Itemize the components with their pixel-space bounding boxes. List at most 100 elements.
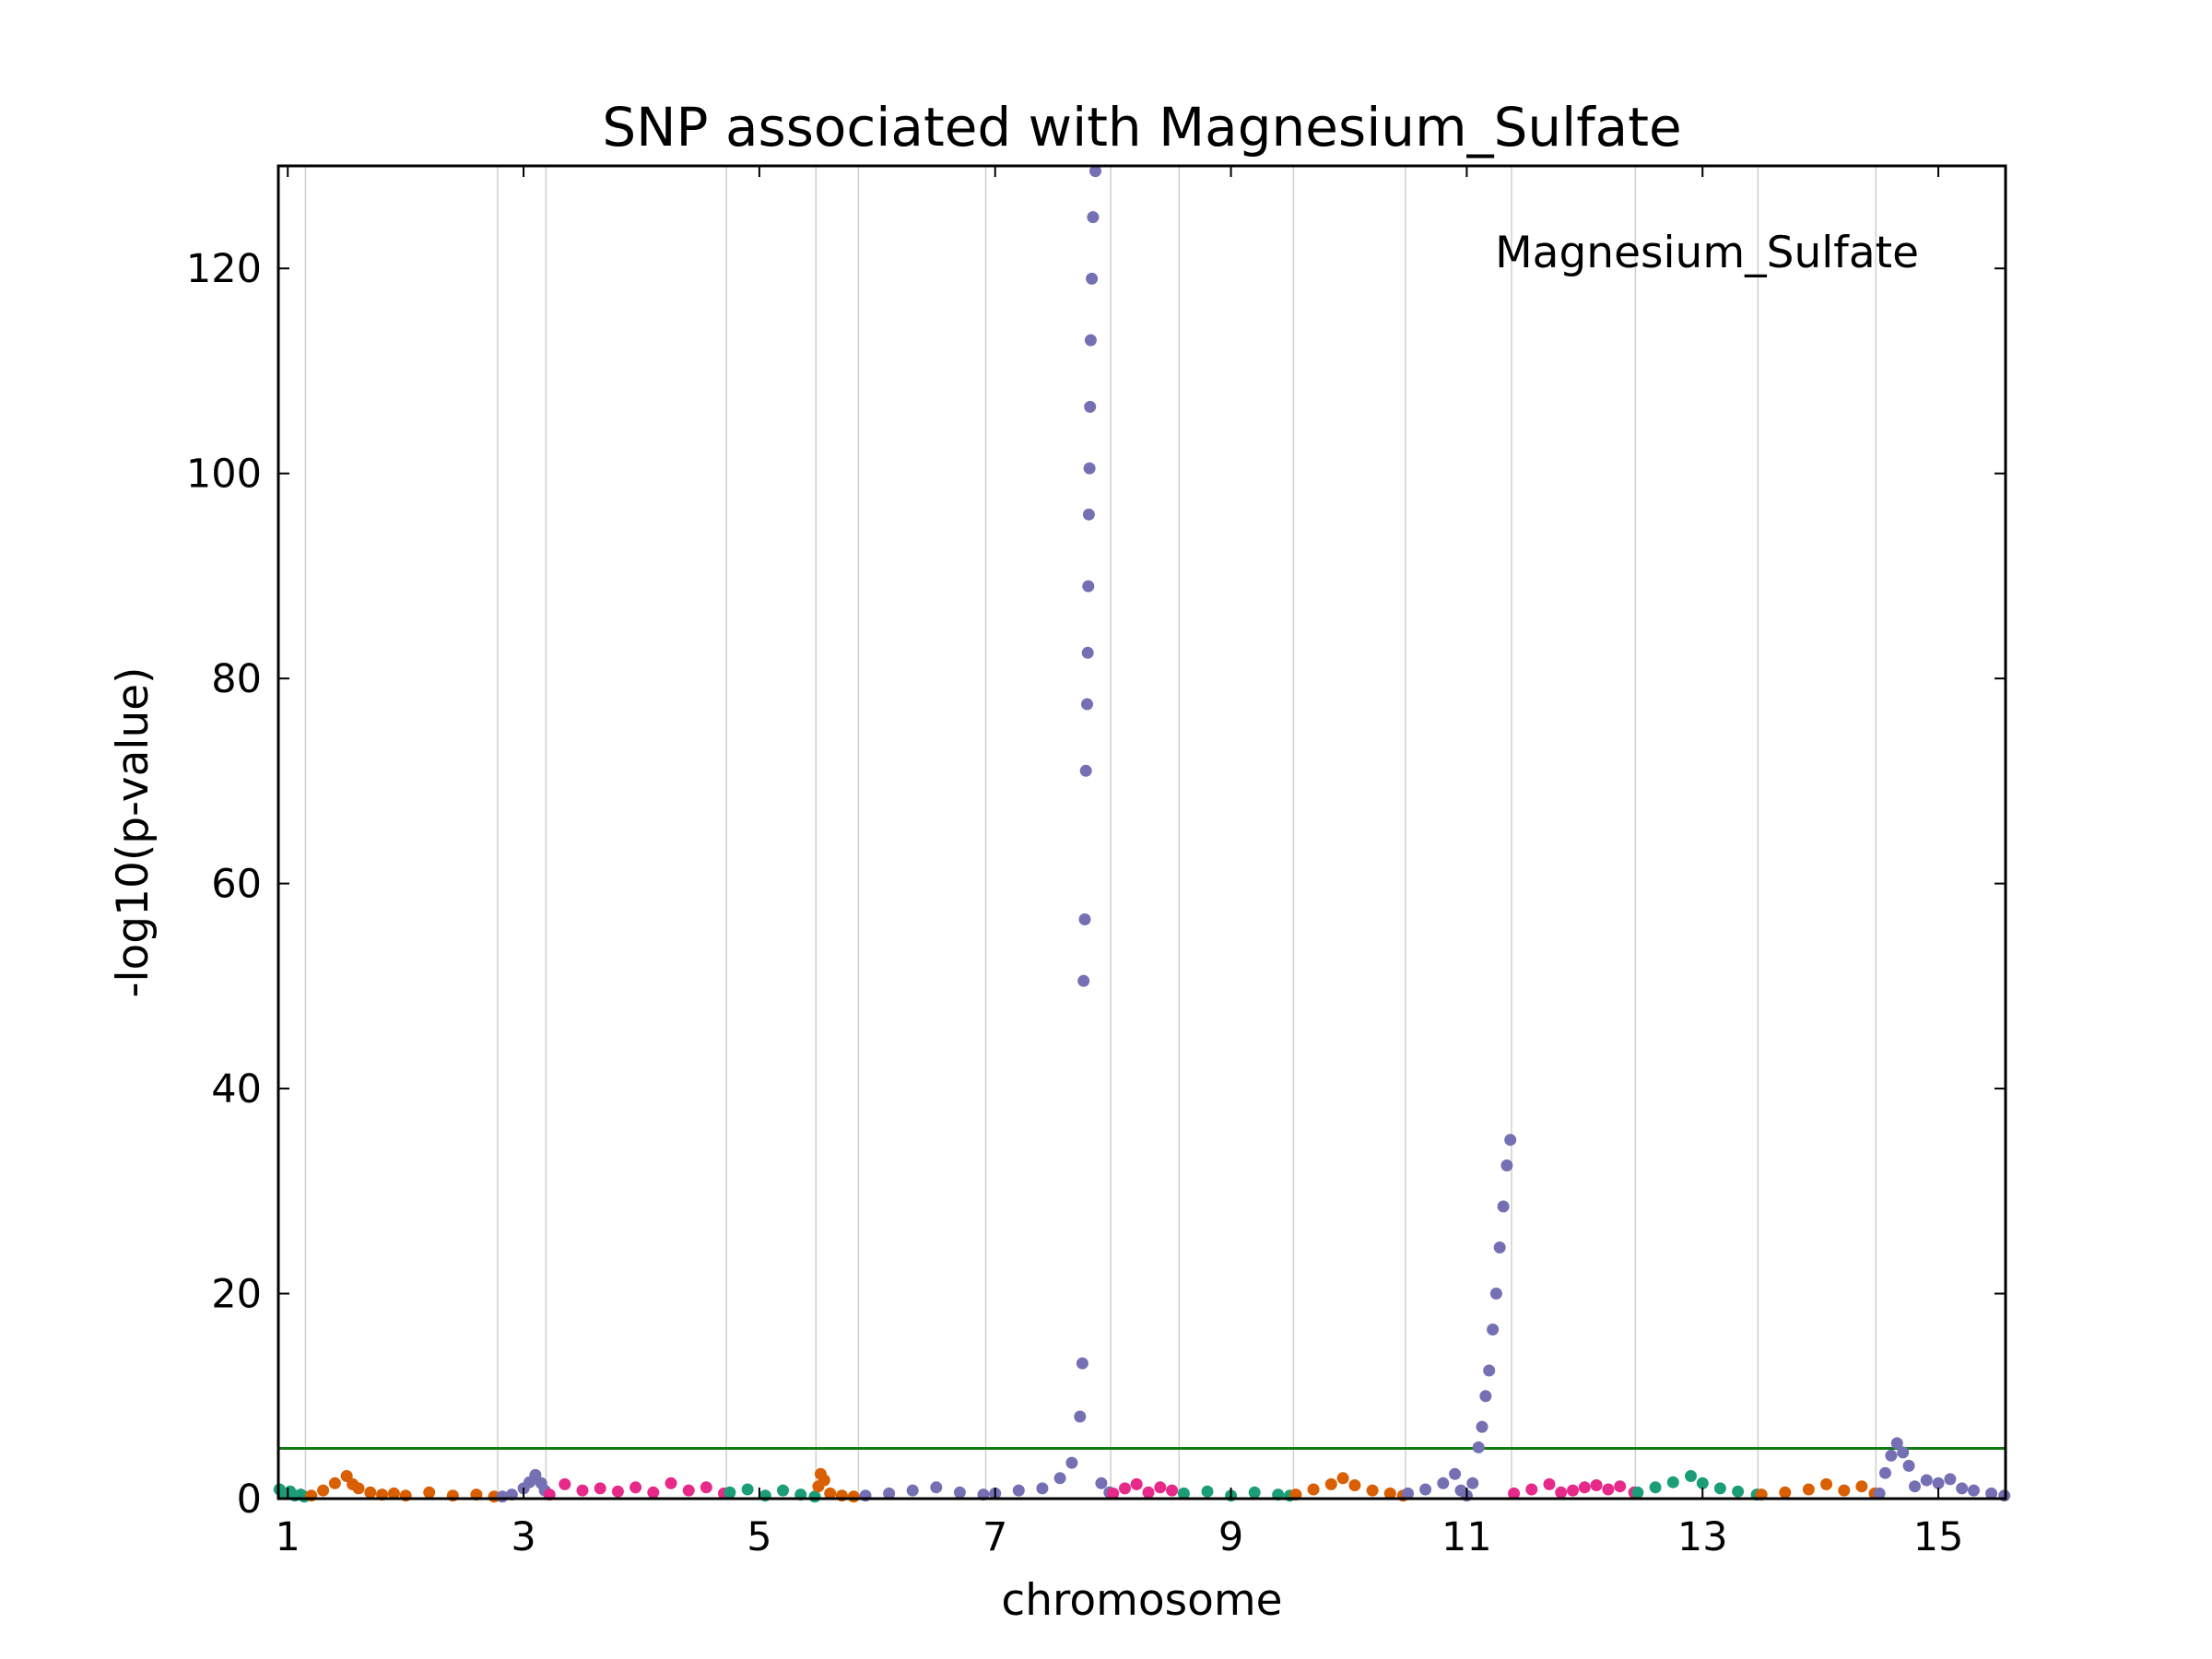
point-chr13-5 (1578, 1481, 1591, 1494)
point-chr8-5 (1074, 1410, 1087, 1423)
series-chr-9 (1107, 1477, 1179, 1500)
series-chr-8 (989, 165, 1116, 1500)
point-chr12-7 (1472, 1441, 1485, 1453)
y-tick-label-6: 120 (186, 246, 262, 292)
point-chr2-6 (364, 1486, 377, 1499)
x-tick-label-7: 15 (1913, 1514, 1964, 1560)
point-chr9-5 (1166, 1484, 1179, 1497)
chart-title: SNP associated with Magnesium_Sulfate (602, 96, 1681, 159)
y-tick-label-0: 0 (237, 1477, 262, 1523)
point-chr16-7 (1920, 1474, 1933, 1487)
y-tick-label-2: 40 (211, 1066, 262, 1112)
point-chr16-11 (1968, 1484, 1980, 1497)
point-chr5-3 (777, 1484, 789, 1497)
x-tick-label-5: 11 (1441, 1514, 1492, 1560)
point-chr13-7 (1602, 1483, 1615, 1496)
y-tick-label-1: 20 (211, 1272, 262, 1318)
point-chr8-15 (1084, 400, 1097, 413)
plot-frame (276, 164, 2007, 1500)
point-chr4-2 (576, 1484, 589, 1497)
point-chr8-10 (1081, 698, 1093, 711)
point-chr6-5 (847, 1490, 860, 1503)
point-chr14-6 (1732, 1485, 1745, 1498)
x-axis-label: chromosome (1001, 1575, 1282, 1626)
point-chr7-3 (930, 1481, 943, 1494)
point-chr15-1 (1779, 1486, 1792, 1499)
point-chr14-5 (1713, 1482, 1726, 1495)
point-chr12-11 (1487, 1324, 1500, 1335)
point-chr12-3 (1449, 1467, 1462, 1480)
point-chr15-4 (1838, 1484, 1851, 1497)
y-tick-label-5: 100 (186, 452, 262, 498)
point-chr16-4 (1897, 1446, 1910, 1459)
x-tick-label-4: 9 (1218, 1514, 1243, 1560)
point-chr16-5 (1902, 1459, 1915, 1472)
point-chr14-1 (1649, 1481, 1662, 1494)
point-chr12-8 (1476, 1420, 1488, 1433)
point-chr4-3 (594, 1482, 606, 1495)
point-chr14-2 (1666, 1476, 1679, 1488)
point-chr8-4 (1065, 1456, 1078, 1469)
point-chr11-1 (1307, 1483, 1320, 1496)
x-tick-label-0: 1 (276, 1514, 300, 1560)
point-chr2-10 (423, 1486, 436, 1499)
point-chr4-4 (611, 1485, 624, 1498)
point-chr12-6 (1466, 1477, 1479, 1489)
gridlines (304, 166, 1877, 1499)
point-chr9-3 (1142, 1486, 1155, 1499)
y-tick-label-4: 80 (211, 656, 262, 702)
point-chr12-9 (1479, 1390, 1492, 1403)
point-chr16-12 (1985, 1487, 1998, 1500)
point-chr16-1 (1879, 1466, 1891, 1479)
point-chr8-11 (1081, 646, 1094, 659)
point-chr12-14 (1497, 1200, 1510, 1213)
point-chr4-9 (700, 1481, 712, 1494)
point-chr8-20 (1095, 1477, 1108, 1489)
point-chr9-0 (1107, 1487, 1120, 1500)
series-chr-4 (543, 1477, 730, 1501)
point-chr15-5 (1855, 1480, 1868, 1493)
point-chr4-7 (665, 1477, 677, 1489)
point-chr10-3 (1248, 1486, 1261, 1499)
point-chr4-8 (682, 1484, 695, 1497)
point-chr8-1 (1012, 1484, 1025, 1497)
point-chr11-4 (1348, 1479, 1361, 1491)
point-chr12-10 (1483, 1364, 1496, 1377)
y-axis-label: -log10(p-value) (108, 667, 159, 998)
point-chr13-2 (1543, 1477, 1556, 1490)
point-chr14-0 (1631, 1486, 1644, 1499)
point-chr6-3 (824, 1487, 837, 1500)
point-chr11-2 (1324, 1477, 1337, 1490)
point-chr12-15 (1500, 1159, 1513, 1171)
point-chr16-10 (1956, 1482, 1969, 1495)
x-tick-label-6: 13 (1677, 1514, 1728, 1560)
point-chr5-0 (724, 1486, 736, 1499)
point-chr11-3 (1336, 1472, 1349, 1485)
point-chr8-17 (1086, 272, 1099, 285)
point-chr9-1 (1119, 1482, 1131, 1495)
point-chr8-8 (1078, 913, 1091, 925)
point-chr2-8 (387, 1487, 400, 1500)
point-chr16-6 (1909, 1480, 1921, 1493)
x-tick-label-2: 5 (747, 1514, 771, 1560)
point-chr2-5 (352, 1482, 365, 1495)
point-chr8-6 (1076, 1357, 1088, 1370)
point-chr13-8 (1614, 1480, 1627, 1493)
y-tick-label-3: 60 (211, 862, 262, 908)
point-chr12-2 (1437, 1477, 1450, 1489)
x-tick-label-1: 3 (511, 1514, 535, 1560)
point-chr13-0 (1508, 1487, 1521, 1500)
point-chr9-2 (1130, 1477, 1143, 1490)
point-chr2-2 (328, 1477, 341, 1489)
point-chr13-4 (1567, 1484, 1579, 1497)
point-chr10-1 (1201, 1485, 1214, 1498)
point-chr16-8 (1932, 1477, 1945, 1489)
point-chr7-1 (883, 1487, 896, 1500)
point-chr8-13 (1082, 508, 1095, 521)
point-chr9-4 (1154, 1481, 1167, 1494)
point-chr7-4 (953, 1486, 966, 1499)
point-chr8-9 (1079, 764, 1092, 777)
point-chr6-2 (818, 1474, 830, 1487)
